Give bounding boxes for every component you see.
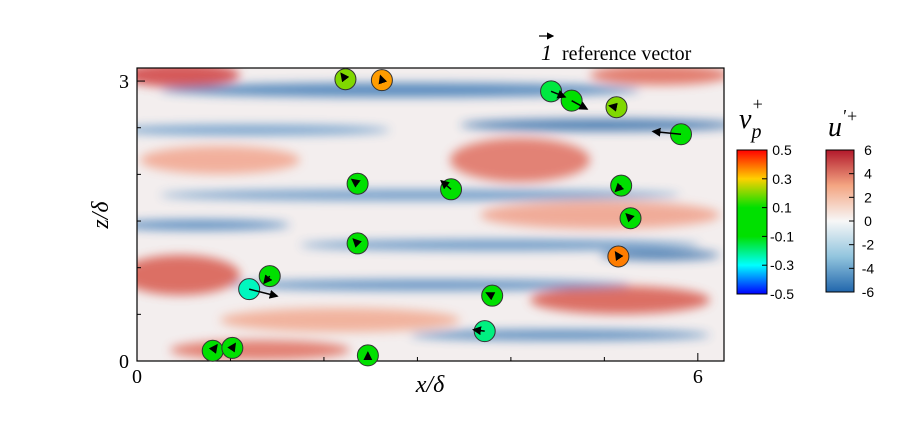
- velocity-arrow: [472, 326, 485, 336]
- reference-label: reference vector: [562, 43, 692, 65]
- velocity-arrow: [227, 342, 236, 353]
- y-tick-label: 0: [119, 351, 129, 373]
- colorbar-tick-label: 4: [864, 166, 872, 182]
- velocity-arrow: [625, 212, 635, 223]
- velocity-arrow: [485, 292, 496, 301]
- y-tick-label: 3: [119, 71, 129, 93]
- colorbar-title: u'+: [828, 106, 858, 143]
- velocity-arrow: [440, 179, 452, 190]
- colorbar-tick-label: 6: [864, 142, 872, 158]
- field: [137, 68, 724, 361]
- velocity-arrow: [352, 238, 362, 248]
- velocity-arrow: [350, 178, 361, 188]
- velocity-arrow: [340, 72, 350, 83]
- colorbar-tick-label: -2: [862, 237, 875, 253]
- velocity-arrow: [614, 251, 624, 262]
- title-sub: p: [749, 121, 761, 143]
- particle: [238, 278, 261, 301]
- colorbar-tick-label: 0: [864, 213, 872, 229]
- colorbar-tick-label: 2: [864, 189, 872, 205]
- x-axis-label: x/δ: [415, 372, 445, 398]
- title-sup: '+: [842, 106, 858, 126]
- colorbar-tick-label: 0.5: [772, 142, 792, 158]
- colorbar-tick-label: 0.3: [772, 171, 792, 187]
- colorbar: [736, 149, 768, 295]
- title-sup: +: [751, 94, 763, 114]
- colorbar-title: vp +: [739, 94, 764, 143]
- colorbar-tick-label: 0.1: [772, 200, 792, 216]
- plot-frame: [136, 67, 725, 362]
- velocity-arrow: [651, 127, 682, 137]
- velocity-arrow: [208, 343, 218, 354]
- x-tick-label: 6: [693, 366, 703, 388]
- particles: [201, 68, 693, 367]
- velocity-arrow: [378, 74, 388, 85]
- velocity-arrow: [608, 102, 618, 112]
- colorbar-tick-label: -0.3: [770, 257, 794, 273]
- colorbar-tick-label: -6: [862, 284, 875, 300]
- colorbar-tick-label: -0.1: [770, 228, 794, 244]
- title-base: v: [739, 104, 752, 135]
- x-tick-label: 0: [132, 366, 142, 388]
- reference-vector: 1 reference vector: [539, 32, 692, 65]
- reference-magnitude: 1: [541, 40, 552, 65]
- velocity-arrow: [248, 288, 279, 299]
- velocity-arrow: [263, 274, 273, 285]
- title-base: u: [828, 112, 842, 143]
- velocity-arrow: [614, 182, 625, 193]
- velocity-arrow: [571, 100, 589, 110]
- velocity-arrow: [550, 89, 567, 99]
- colorbar-tick-label: -4: [862, 260, 875, 276]
- colorbar-tick-label: -0.5: [770, 286, 794, 302]
- y-axis-label: z/δ: [88, 201, 114, 230]
